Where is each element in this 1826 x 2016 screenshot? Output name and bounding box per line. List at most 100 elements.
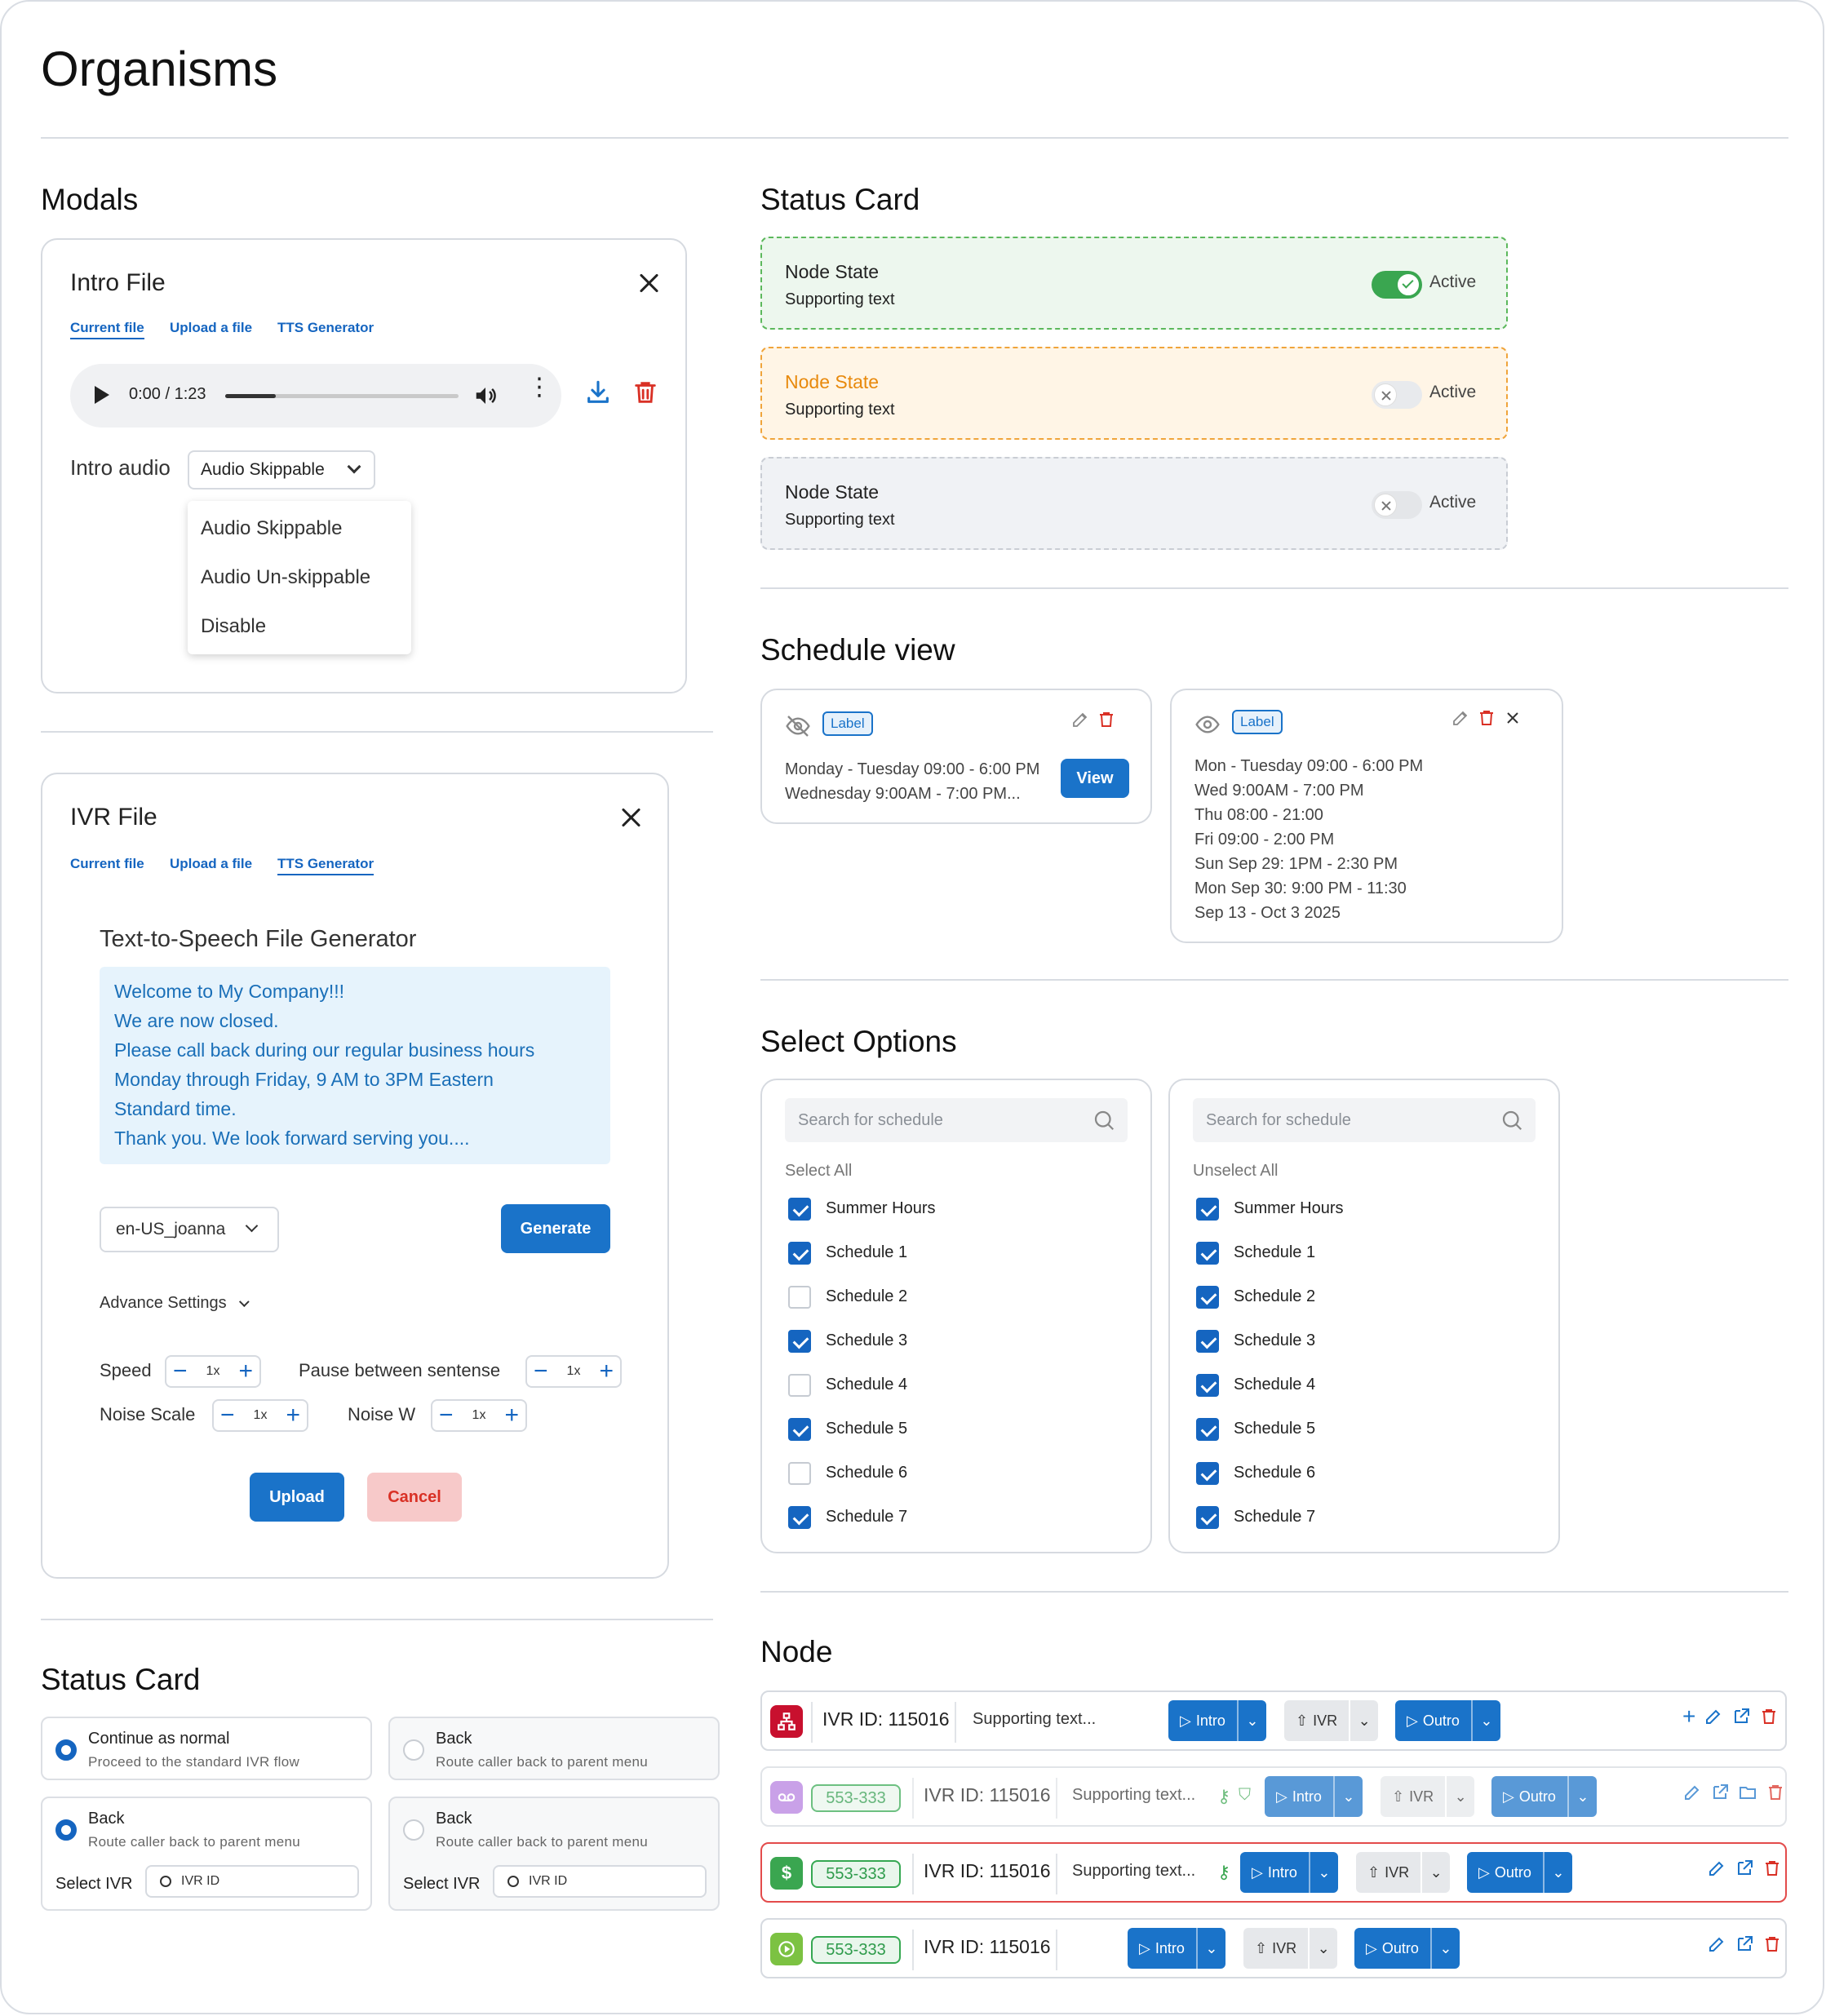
noise-scale-stepper[interactable]: − 1x + [212,1399,308,1432]
generate-button[interactable]: Generate [501,1204,610,1253]
plus-icon[interactable]: + [238,1358,253,1385]
chevron-down-icon[interactable]: ⌄ [1542,1852,1572,1893]
status-toggle[interactable] [1372,491,1422,519]
radio-button[interactable] [403,1819,424,1841]
external-link-icon[interactable] [1710,1783,1730,1802]
external-link-icon[interactable] [1735,1934,1754,1954]
outro-split-button[interactable]: ▷ Outro ⌄ [1491,1776,1597,1817]
noise-w-stepper[interactable]: − 1x + [431,1399,527,1432]
radio-card-back-select-2[interactable]: Back Route caller back to parent menu Se… [388,1797,720,1911]
edit-icon[interactable] [1707,1934,1726,1954]
ivr-split-button[interactable]: ⇧ IVR ⌄ [1243,1928,1338,1969]
pause-stepper[interactable]: − 1x + [525,1355,622,1388]
checkbox[interactable] [1196,1418,1219,1441]
chevron-down-icon[interactable]: ⌄ [1429,1928,1460,1969]
tab-tts-generator[interactable]: TTS Generator [277,856,375,875]
trash-icon[interactable] [1477,708,1496,728]
ivr-id-input[interactable]: IVR ID [145,1865,359,1898]
checkbox[interactable] [1196,1506,1219,1529]
checkbox[interactable] [1196,1198,1219,1221]
trash-icon[interactable] [1762,1859,1782,1878]
radio-button[interactable] [55,1739,77,1761]
more-vert-icon[interactable]: ⋮ [527,374,552,401]
chevron-down-icon[interactable]: ⌄ [1349,1700,1378,1741]
plus-icon[interactable]: + [599,1358,614,1385]
close-icon[interactable] [617,804,645,831]
checkbox[interactable] [788,1462,811,1485]
outro-split-button[interactable]: ▷ Outro ⌄ [1467,1852,1572,1893]
checkbox[interactable] [788,1242,811,1265]
chevron-down-icon[interactable]: ⌄ [1308,1852,1338,1893]
ivr-split-button[interactable]: ⇧ IVR ⌄ [1381,1776,1475,1817]
menu-item[interactable]: Disable [201,615,267,637]
volume-icon[interactable] [473,383,498,408]
eye-icon[interactable] [1193,711,1222,738]
close-icon[interactable] [1503,708,1522,728]
outro-split-button[interactable]: ▷ Outro ⌄ [1354,1928,1460,1969]
minus-icon[interactable]: − [173,1358,188,1385]
external-link-icon[interactable] [1735,1859,1754,1878]
checkbox[interactable] [788,1374,811,1397]
unselect-all-link[interactable]: Unselect All [1193,1162,1279,1180]
chevron-down-icon[interactable]: ⌄ [1567,1776,1597,1817]
plus-icon[interactable]: + [286,1402,300,1429]
intro-split-button[interactable]: ▷ Intro ⌄ [1240,1852,1338,1893]
menu-item[interactable]: Audio Un-skippable [201,566,371,588]
chevron-down-icon[interactable]: ⌄ [1308,1928,1337,1969]
view-button[interactable]: View [1061,759,1129,798]
ivr-split-button[interactable]: ⇧ IVR ⌄ [1284,1700,1379,1741]
audio-select[interactable]: Audio Skippable [188,450,375,490]
download-icon[interactable] [584,379,612,406]
trash-icon[interactable] [1766,1783,1785,1802]
tab-current-file[interactable]: Current file [70,856,144,871]
edit-icon[interactable] [1451,708,1470,728]
minus-icon[interactable]: − [439,1402,454,1429]
checkbox[interactable] [788,1330,811,1353]
play-icon[interactable] [95,386,109,404]
radio-card-back-select[interactable]: Back Route caller back to parent menu Se… [41,1797,372,1911]
chevron-down-icon[interactable]: ⌄ [1420,1852,1450,1893]
intro-split-button[interactable]: ▷ Intro ⌄ [1128,1928,1225,1969]
tab-upload-file[interactable]: Upload a file [170,856,253,871]
speed-stepper[interactable]: − 1x + [165,1355,261,1388]
trash-icon[interactable] [1762,1934,1782,1954]
radio-button[interactable] [55,1819,77,1841]
tab-tts-generator[interactable]: TTS Generator [277,320,375,335]
checkbox[interactable] [1196,1330,1219,1353]
external-link-icon[interactable] [1731,1707,1751,1726]
edit-icon[interactable] [1682,1783,1702,1802]
trash-icon[interactable] [632,379,659,406]
folder-icon[interactable] [1738,1783,1757,1802]
tab-upload-file[interactable]: Upload a file [170,320,253,335]
checkbox[interactable] [1196,1242,1219,1265]
trash-icon[interactable] [1097,710,1116,729]
radio-button[interactable] [403,1739,424,1761]
chevron-down-icon[interactable]: ⌄ [1236,1700,1266,1741]
plus-icon[interactable]: + [1682,1704,1696,1729]
intro-split-button[interactable]: ▷ Intro ⌄ [1168,1700,1266,1741]
chevron-down-icon[interactable]: ⌄ [1195,1928,1225,1969]
upload-button[interactable]: Upload [250,1473,344,1522]
advance-settings-toggle[interactable]: Advance Settings [100,1294,250,1313]
checkbox[interactable] [1196,1286,1219,1309]
checkbox[interactable] [788,1198,811,1221]
checkbox[interactable] [788,1418,811,1441]
voice-select[interactable]: en-US_joanna [100,1207,279,1252]
edit-icon[interactable] [1070,710,1090,729]
chevron-down-icon[interactable]: ⌄ [1470,1700,1500,1741]
minus-icon[interactable]: − [220,1402,235,1429]
trash-icon[interactable] [1759,1707,1779,1726]
edit-icon[interactable] [1707,1859,1726,1878]
status-toggle[interactable] [1372,271,1422,299]
minus-icon[interactable]: − [534,1358,548,1385]
plus-icon[interactable]: + [504,1402,519,1429]
close-icon[interactable] [635,269,663,297]
ivr-split-button[interactable]: ⇧ IVR ⌄ [1356,1852,1451,1893]
eye-off-icon[interactable] [783,713,813,739]
chevron-down-icon[interactable]: ⌄ [1332,1776,1363,1817]
audio-progress[interactable] [225,394,459,398]
checkbox[interactable] [1196,1374,1219,1397]
checkbox[interactable] [1196,1462,1219,1485]
select-all-link[interactable]: Select All [785,1162,853,1180]
checkbox[interactable] [788,1286,811,1309]
